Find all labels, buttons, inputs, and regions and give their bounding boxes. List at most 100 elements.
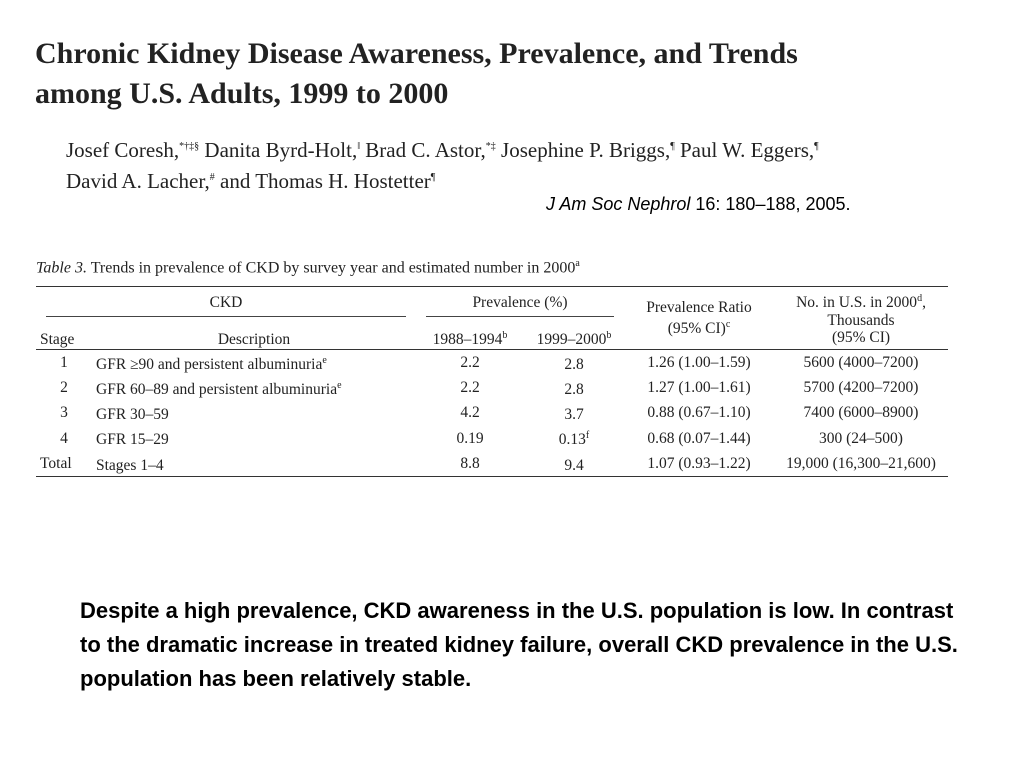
number-cell: 7400 (6000–8900) bbox=[803, 404, 919, 422]
description-cell: GFR 30–59 bbox=[92, 400, 416, 425]
table-row: 4 GFR 15–29 0.19 0.13f 0.68 (0.07–1.44) … bbox=[36, 425, 948, 450]
prevalence-group-header: Prevalence (%) bbox=[426, 294, 614, 317]
number-cell: 19,000 (16,300–21,600) bbox=[774, 450, 948, 477]
citation-journal: J Am Soc Nephrol bbox=[546, 194, 691, 214]
author-name: Josephine P. Briggs, bbox=[495, 138, 671, 162]
number-header-line2: Thousands bbox=[827, 311, 895, 329]
author-affiliation-mark: *†‡§ bbox=[179, 141, 200, 152]
author-affiliation-mark: # bbox=[209, 172, 215, 183]
description-cell: GFR ≥90 and persistent albuminuriae bbox=[92, 350, 416, 376]
period2-value: 0.13 bbox=[558, 431, 586, 449]
period1-cell: 2.2 bbox=[460, 354, 480, 372]
author-name: Danita Byrd-Holt, bbox=[199, 138, 358, 162]
table-row: 3 GFR 30–59 4.2 3.7 0.88 (0.67–1.10) 740… bbox=[36, 400, 948, 425]
prevalence-ratio-header-line2: (95% CI)c bbox=[628, 316, 770, 337]
number-header-comma: , bbox=[922, 294, 926, 312]
author-affiliation-mark: *‡ bbox=[485, 141, 496, 152]
period2-header: 1999–2000b bbox=[524, 317, 624, 350]
author-name: Paul W. Eggers, bbox=[674, 138, 815, 162]
author-name: Josef Coresh, bbox=[66, 138, 180, 162]
summary-text: Despite a high prevalence, CKD awareness… bbox=[80, 598, 958, 691]
paper-title: Chronic Kidney Disease Awareness, Preval… bbox=[35, 34, 1005, 114]
footnote-mark: b bbox=[502, 329, 508, 341]
ratio-cell: 0.68 (0.07–1.44) bbox=[647, 429, 751, 447]
period1-label: 1988–1994 bbox=[432, 331, 503, 348]
ratio-cell: 1.07 (0.93–1.22) bbox=[624, 450, 774, 477]
stage-cell: 3 bbox=[60, 404, 68, 422]
number-header-line1: No. in U.S. in 2000d, bbox=[778, 290, 944, 311]
stage-cell: 1 bbox=[60, 354, 68, 372]
prevalence-table: CKD Prevalence (%) Prevalence Ratio (95%… bbox=[36, 286, 948, 477]
table-row: 2 GFR 60–89 and persistent albuminuriae … bbox=[36, 375, 948, 400]
number-header-line3: (95% CI) bbox=[831, 328, 891, 346]
description-text: GFR 15–29 bbox=[96, 431, 169, 449]
table-caption-text: Trends in prevalence of CKD by survey ye… bbox=[86, 259, 576, 277]
period1-cell: 2.2 bbox=[460, 379, 480, 397]
author-affiliation-mark: ¶ bbox=[670, 141, 675, 152]
table-caption-footnote-mark: a bbox=[575, 258, 580, 269]
table-group-header-row: CKD Prevalence (%) Prevalence Ratio (95%… bbox=[36, 286, 948, 350]
description-text: GFR 30–59 bbox=[96, 406, 169, 424]
description-text: Stages 1–4 bbox=[96, 456, 164, 474]
prevalence-ratio-header-line1: Prevalence Ratio bbox=[646, 298, 752, 316]
footnote-mark: e bbox=[337, 380, 342, 392]
author-affiliation-mark: ¶ bbox=[430, 172, 436, 183]
number-cell: 5700 (4200–7200) bbox=[803, 379, 919, 397]
ratio-cell: 0.88 (0.67–1.10) bbox=[647, 404, 751, 422]
footnote-mark: b bbox=[606, 329, 612, 341]
citation: J Am Soc Nephrol 16: 180–188, 2005. bbox=[546, 194, 851, 215]
number-header: No. in U.S. in 2000d, Thousands (95% CI) bbox=[774, 286, 948, 350]
author-affiliation-mark: ¶ bbox=[814, 141, 819, 152]
paper-title-line1: Chronic Kidney Disease Awareness, Preval… bbox=[35, 37, 798, 70]
period2-value: 9.4 bbox=[564, 456, 584, 474]
author-name: Brad C. Astor, bbox=[360, 138, 486, 162]
citation-volume-pages: 16: 180–188, 2005. bbox=[690, 194, 851, 214]
period2-value: 2.8 bbox=[564, 356, 584, 374]
period2-value: 2.8 bbox=[564, 381, 584, 399]
author-list: Josef Coresh,*†‡§ Danita Byrd-Holt,‖ Bra… bbox=[66, 133, 1016, 195]
ratio-cell: 1.27 (1.00–1.61) bbox=[647, 379, 751, 397]
prevalence-ratio-header: Prevalence Ratio (95% CI)c bbox=[624, 286, 774, 350]
table-sub-header-row: Stage Description 1988–1994b 1999–2000b bbox=[36, 317, 948, 350]
period2-label: 1999–2000 bbox=[536, 331, 607, 348]
period1-header: 1988–1994b bbox=[416, 317, 524, 350]
author-name: David A. Lacher, bbox=[66, 169, 210, 193]
number-cell: 5600 (4000–7200) bbox=[803, 354, 919, 372]
prevalence-ratio-ci-label: (95% CI) bbox=[667, 320, 726, 338]
author-line1: Josef Coresh,*†‡§ Danita Byrd-Holt,‖ Bra… bbox=[66, 133, 1016, 164]
period1-cell: 0.19 bbox=[456, 429, 484, 447]
ckd-group-header: CKD bbox=[46, 294, 406, 317]
period2-cell: 0.13f bbox=[524, 425, 624, 450]
description-text: GFR 60–89 and persistent albuminuria bbox=[96, 381, 338, 399]
stage-cell: Total bbox=[36, 450, 92, 477]
footnote-mark: f bbox=[585, 430, 590, 442]
table-row: 1 GFR ≥90 and persistent albuminuriae 2.… bbox=[36, 350, 948, 376]
description-cell: GFR 15–29 bbox=[92, 425, 416, 450]
period1-cell: 4.2 bbox=[460, 404, 480, 422]
period2-value: 3.7 bbox=[564, 406, 584, 424]
period2-cell: 2.8 bbox=[524, 350, 624, 376]
footnote-mark: d bbox=[917, 293, 923, 305]
description-text: GFR ≥90 and persistent albuminuria bbox=[96, 356, 323, 374]
footnote-mark: c bbox=[725, 318, 731, 330]
stage-header: Stage bbox=[36, 317, 92, 350]
number-header-label: No. in U.S. in 2000 bbox=[796, 294, 918, 312]
description-header: Description bbox=[92, 317, 416, 350]
author-name: and Thomas H. Hostetter bbox=[214, 169, 431, 193]
period2-cell: 9.4 bbox=[524, 450, 624, 477]
period2-cell: 3.7 bbox=[524, 400, 624, 425]
period1-cell: 8.8 bbox=[416, 450, 524, 477]
number-cell: 300 (24–500) bbox=[819, 429, 903, 447]
footnote-mark: e bbox=[322, 355, 327, 366]
stage-cell: 4 bbox=[60, 429, 68, 447]
author-affiliation-mark: ‖ bbox=[357, 141, 361, 152]
description-cell: GFR 60–89 and persistent albuminuriae bbox=[92, 375, 416, 400]
author-line2: David A. Lacher,# and Thomas H. Hostette… bbox=[66, 164, 1016, 195]
table-label: Table 3. bbox=[36, 259, 87, 277]
table-row-total: Total Stages 1–4 8.8 9.4 1.07 (0.93–1.22… bbox=[36, 450, 948, 477]
ratio-cell: 1.26 (1.00–1.59) bbox=[647, 354, 751, 372]
paper-title-line2: among U.S. Adults, 1999 to 2000 bbox=[35, 77, 449, 110]
stage-cell: 2 bbox=[60, 379, 68, 397]
description-cell: Stages 1–4 bbox=[92, 450, 416, 477]
table-caption: Table 3. Trends in prevalence of CKD by … bbox=[36, 258, 956, 277]
